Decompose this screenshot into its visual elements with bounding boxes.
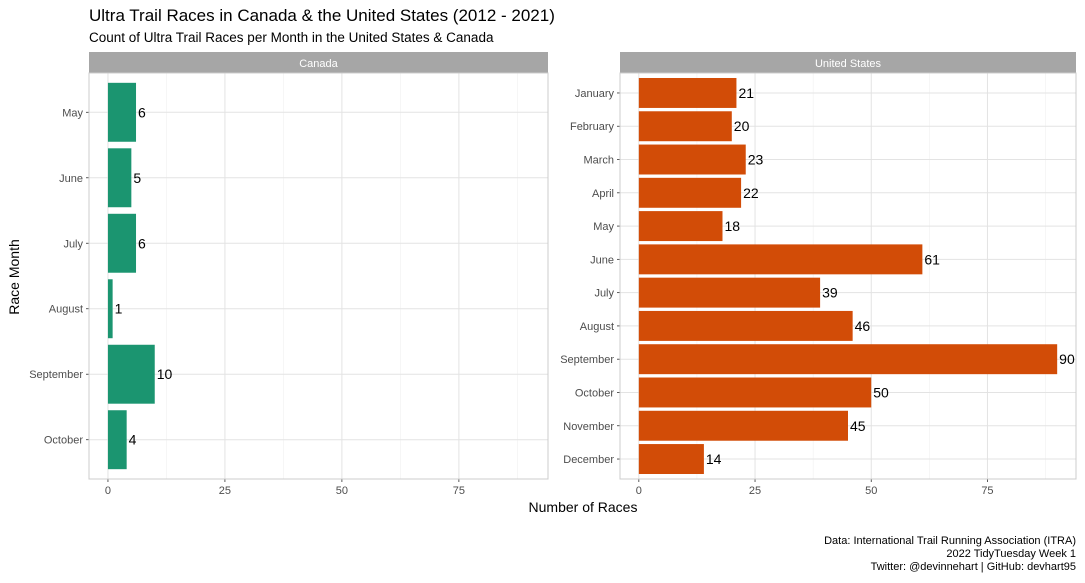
bar-canada-august	[107, 279, 113, 339]
bar-united-states-july	[638, 277, 821, 308]
y-tick-label: July	[594, 288, 614, 300]
chart-subtitle: Count of Ultra Trail Races per Month in …	[89, 30, 494, 45]
bar-canada-may	[107, 82, 137, 142]
y-tick-label: March	[583, 155, 614, 167]
bar-united-states-march	[638, 144, 746, 175]
caption-line-1: Data: International Trail Running Associ…	[824, 535, 1076, 547]
y-tick-label: August	[580, 321, 614, 333]
bar-canada-october	[107, 410, 127, 470]
panel-border	[88, 72, 549, 480]
bar-united-states-august	[638, 310, 853, 341]
x-tick-label: 50	[336, 485, 348, 497]
bar-united-states-october	[638, 377, 872, 408]
panel-border	[619, 72, 1077, 480]
x-tick-label: 50	[865, 485, 877, 497]
bar-canada-july	[107, 213, 137, 273]
y-tick-label: April	[592, 188, 614, 200]
value-label: 6	[138, 104, 146, 120]
value-label: 90	[1059, 351, 1075, 367]
bar-united-states-april	[638, 177, 742, 208]
caption-line-2: 2022 TidyTuesday Week 1	[946, 548, 1076, 560]
y-tick-label: July	[63, 238, 83, 250]
bar-united-states-may	[638, 211, 723, 242]
y-tick-label: January	[575, 88, 615, 100]
panel-background-canada	[89, 73, 548, 479]
x-tick-label: 25	[749, 485, 761, 497]
value-label: 10	[157, 366, 173, 382]
value-label: 20	[734, 118, 750, 134]
value-label: 39	[822, 285, 838, 301]
panel-canada: Canada 0 25 50 75 6 May 5 June 6 July 1 August 10 Sept…	[29, 52, 549, 497]
x-axis-label: Number of Races	[529, 499, 638, 515]
bar-united-states-june	[638, 244, 923, 275]
bar-canada-september	[107, 344, 155, 404]
bar-united-states-november	[638, 410, 848, 441]
value-label: 23	[748, 152, 764, 168]
x-tick-label: 75	[453, 485, 465, 497]
x-tick-label: 75	[981, 485, 993, 497]
y-tick-label: May	[593, 221, 614, 233]
y-tick-label: September	[29, 369, 83, 381]
strip-united-states	[620, 52, 1076, 73]
chart-title: Ultra Trail Races in Canada & the United…	[89, 6, 555, 25]
value-label: 18	[724, 218, 740, 234]
x-tick-label: 0	[105, 485, 111, 497]
x-tick-label: 0	[636, 485, 642, 497]
value-label: 61	[924, 251, 940, 267]
y-tick-label: June	[590, 254, 614, 266]
value-label: 22	[743, 185, 759, 201]
y-tick-label: August	[49, 304, 83, 316]
value-label: 50	[873, 384, 889, 400]
y-axis-label: Race Month	[6, 239, 22, 314]
x-tick-label: 25	[219, 485, 231, 497]
bar-united-states-february	[638, 111, 732, 142]
y-tick-label: May	[62, 107, 83, 119]
strip-canada	[89, 52, 548, 73]
strip-label-canada: Canada	[299, 58, 338, 70]
bar-canada-june	[107, 148, 132, 208]
value-label: 21	[738, 85, 754, 101]
y-tick-label: December	[563, 454, 614, 466]
panel-united-states: United States 0 25 50 75 21 January 20 February 2…	[560, 52, 1077, 497]
bar-united-states-december	[638, 444, 704, 475]
panels-layer: Canada 0 25 50 75 6 May 5 June 6 July 1 August 10 Sept…	[29, 52, 1077, 497]
caption-line-3: Twitter: @devinnehart | GitHub: devhart9…	[871, 561, 1076, 573]
bar-united-states-september	[638, 344, 1058, 375]
y-tick-label: September	[560, 354, 614, 366]
y-tick-label: October	[575, 387, 614, 399]
strip-label-united-states: United States	[815, 58, 882, 70]
bar-united-states-january	[638, 77, 737, 108]
value-label: 4	[129, 432, 137, 448]
value-label: 46	[855, 318, 871, 334]
value-label: 14	[706, 451, 722, 467]
y-tick-label: October	[44, 435, 83, 447]
value-label: 45	[850, 418, 866, 434]
y-tick-label: February	[570, 121, 615, 133]
y-tick-label: November	[563, 421, 614, 433]
value-label: 5	[133, 170, 141, 186]
y-tick-label: June	[59, 173, 83, 185]
value-label: 1	[115, 301, 123, 317]
value-label: 6	[138, 235, 146, 251]
